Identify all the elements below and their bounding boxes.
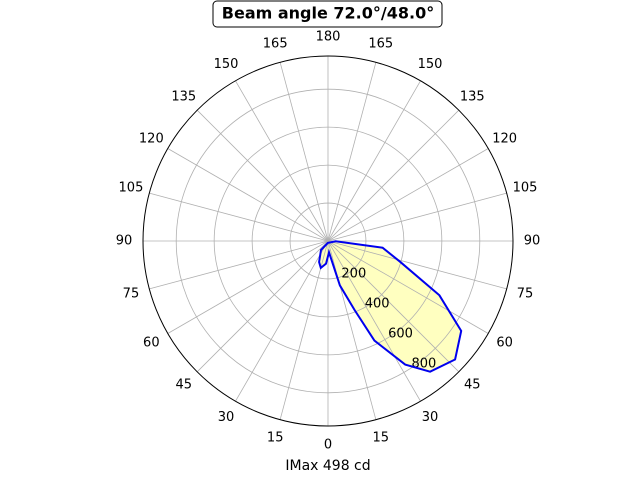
x-axis-label: IMax 498 cd	[285, 458, 370, 474]
grid-spoke	[327, 240, 421, 402]
grid-spoke	[327, 192, 507, 242]
title-box	[212, 0, 443, 28]
grid-spoke	[327, 62, 377, 242]
grid-spoke	[167, 148, 329, 242]
theta-tick-label: 165	[263, 36, 288, 51]
theta-tick-label: 180	[316, 30, 341, 45]
theta-tick-label: 75	[517, 286, 534, 301]
grid-ring	[251, 164, 405, 318]
grid-ring	[213, 126, 443, 356]
theta-tick-label: 150	[418, 57, 443, 72]
grid-spoke	[327, 80, 421, 242]
series-line	[318, 240, 463, 373]
grid-spoke	[327, 148, 489, 242]
theta-tick-label: 75	[123, 286, 140, 301]
r-tick-label: 600	[388, 326, 413, 341]
grid-spoke	[327, 240, 489, 334]
grid-spoke	[167, 240, 329, 334]
grid-ring	[175, 88, 481, 394]
theta-tick-label: 120	[492, 132, 517, 147]
grid-spoke	[327, 240, 460, 373]
theta-tick-label: 30	[422, 410, 439, 425]
r-tick-label: 400	[365, 296, 390, 311]
theta-tick-label: 45	[175, 378, 192, 393]
theta-tick-label: 150	[214, 57, 239, 72]
grid-spoke	[279, 62, 329, 242]
grid-spoke	[327, 240, 507, 290]
theta-tick-label: 105	[119, 181, 144, 196]
grid-spoke	[279, 240, 329, 420]
theta-tick-label: 60	[496, 336, 513, 351]
theta-tick-label: 135	[171, 89, 196, 104]
grid-spoke	[235, 240, 329, 402]
theta-tick-label: 120	[139, 132, 164, 147]
theta-tick-label: 90	[116, 234, 133, 249]
theta-tick-label: 90	[524, 234, 541, 249]
grid-ring	[289, 202, 367, 280]
grid-spoke	[149, 192, 329, 242]
theta-tick-label: 30	[218, 410, 235, 425]
theta-tick-label: 165	[368, 36, 393, 51]
grid-spoke	[235, 80, 329, 242]
theta-tick-label: 45	[464, 378, 481, 393]
theta-tick-label: 135	[460, 89, 485, 104]
theta-tick-label: 105	[513, 181, 538, 196]
theta-tick-label: 15	[373, 431, 390, 446]
outer-ring	[142, 55, 514, 427]
grid-spoke	[196, 109, 329, 242]
chart-title: Beam angle 72.0°/48.0°	[222, 4, 434, 23]
theta-tick-label: 60	[143, 336, 160, 351]
grid-spoke	[327, 109, 460, 242]
theta-tick-label: 0	[324, 438, 332, 453]
theta-tick-label: 15	[267, 431, 284, 446]
grid-spoke	[196, 240, 329, 373]
grid-spoke	[149, 240, 329, 290]
r-tick-label: 200	[341, 267, 366, 282]
